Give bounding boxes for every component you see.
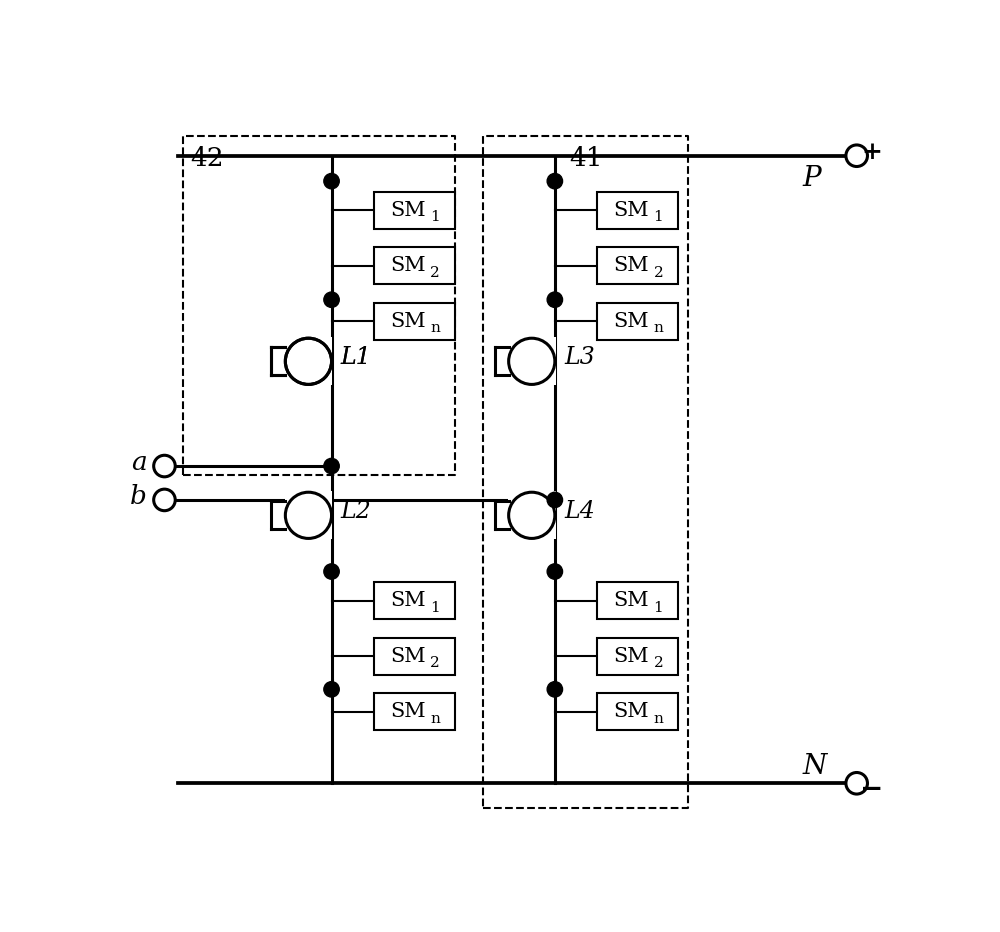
Circle shape	[547, 564, 563, 579]
Text: 1: 1	[430, 601, 440, 615]
Text: SM: SM	[390, 201, 426, 220]
Circle shape	[547, 681, 563, 697]
Circle shape	[509, 492, 555, 539]
Text: 2: 2	[654, 656, 663, 670]
FancyBboxPatch shape	[285, 337, 332, 385]
Text: SM: SM	[614, 312, 649, 331]
Text: P: P	[803, 165, 821, 192]
Text: L4: L4	[564, 500, 595, 523]
FancyBboxPatch shape	[508, 337, 556, 385]
Circle shape	[324, 292, 339, 308]
Text: n: n	[653, 712, 663, 726]
FancyBboxPatch shape	[508, 491, 556, 540]
FancyBboxPatch shape	[597, 247, 678, 284]
Text: n: n	[430, 712, 440, 726]
Text: L2: L2	[341, 500, 372, 523]
Circle shape	[154, 455, 175, 477]
Text: SM: SM	[614, 591, 649, 610]
Text: SM: SM	[614, 702, 649, 721]
Text: 42: 42	[191, 145, 224, 171]
Circle shape	[324, 459, 339, 473]
Circle shape	[547, 292, 563, 308]
FancyBboxPatch shape	[597, 582, 678, 619]
FancyBboxPatch shape	[597, 192, 678, 229]
Circle shape	[285, 338, 332, 384]
Text: a: a	[131, 450, 147, 474]
Text: L1: L1	[341, 346, 372, 369]
Circle shape	[846, 145, 867, 167]
Text: 1: 1	[430, 211, 440, 225]
FancyBboxPatch shape	[374, 582, 455, 619]
Text: SM: SM	[390, 647, 426, 665]
Circle shape	[547, 492, 563, 508]
FancyBboxPatch shape	[597, 303, 678, 340]
Text: L3: L3	[564, 346, 595, 369]
Text: n: n	[653, 322, 663, 336]
Text: SM: SM	[390, 591, 426, 610]
Text: 41: 41	[569, 145, 602, 171]
Text: SM: SM	[390, 312, 426, 331]
Text: n: n	[430, 322, 440, 336]
Text: b: b	[130, 484, 147, 509]
FancyBboxPatch shape	[285, 491, 332, 540]
Circle shape	[154, 489, 175, 511]
Text: SM: SM	[614, 201, 649, 220]
FancyBboxPatch shape	[597, 693, 678, 730]
Circle shape	[324, 681, 339, 697]
Circle shape	[547, 173, 563, 189]
Circle shape	[285, 492, 332, 539]
Circle shape	[846, 773, 867, 794]
Text: SM: SM	[390, 256, 426, 275]
Text: N: N	[803, 753, 827, 780]
FancyBboxPatch shape	[374, 192, 455, 229]
Text: SM: SM	[614, 256, 649, 275]
FancyBboxPatch shape	[374, 303, 455, 340]
Circle shape	[324, 564, 339, 579]
Text: −: −	[860, 776, 884, 803]
Text: 1: 1	[654, 601, 663, 615]
Text: SM: SM	[614, 647, 649, 665]
Text: 2: 2	[430, 266, 440, 280]
Text: SM: SM	[390, 702, 426, 721]
FancyBboxPatch shape	[374, 637, 455, 675]
FancyBboxPatch shape	[374, 247, 455, 284]
Text: 2: 2	[654, 266, 663, 280]
Text: +: +	[862, 140, 883, 164]
FancyBboxPatch shape	[597, 637, 678, 675]
Circle shape	[509, 338, 555, 384]
FancyBboxPatch shape	[374, 693, 455, 730]
Text: 1: 1	[654, 211, 663, 225]
Circle shape	[324, 173, 339, 189]
Text: 2: 2	[430, 656, 440, 670]
Circle shape	[285, 338, 332, 384]
Text: L1: L1	[341, 346, 372, 369]
